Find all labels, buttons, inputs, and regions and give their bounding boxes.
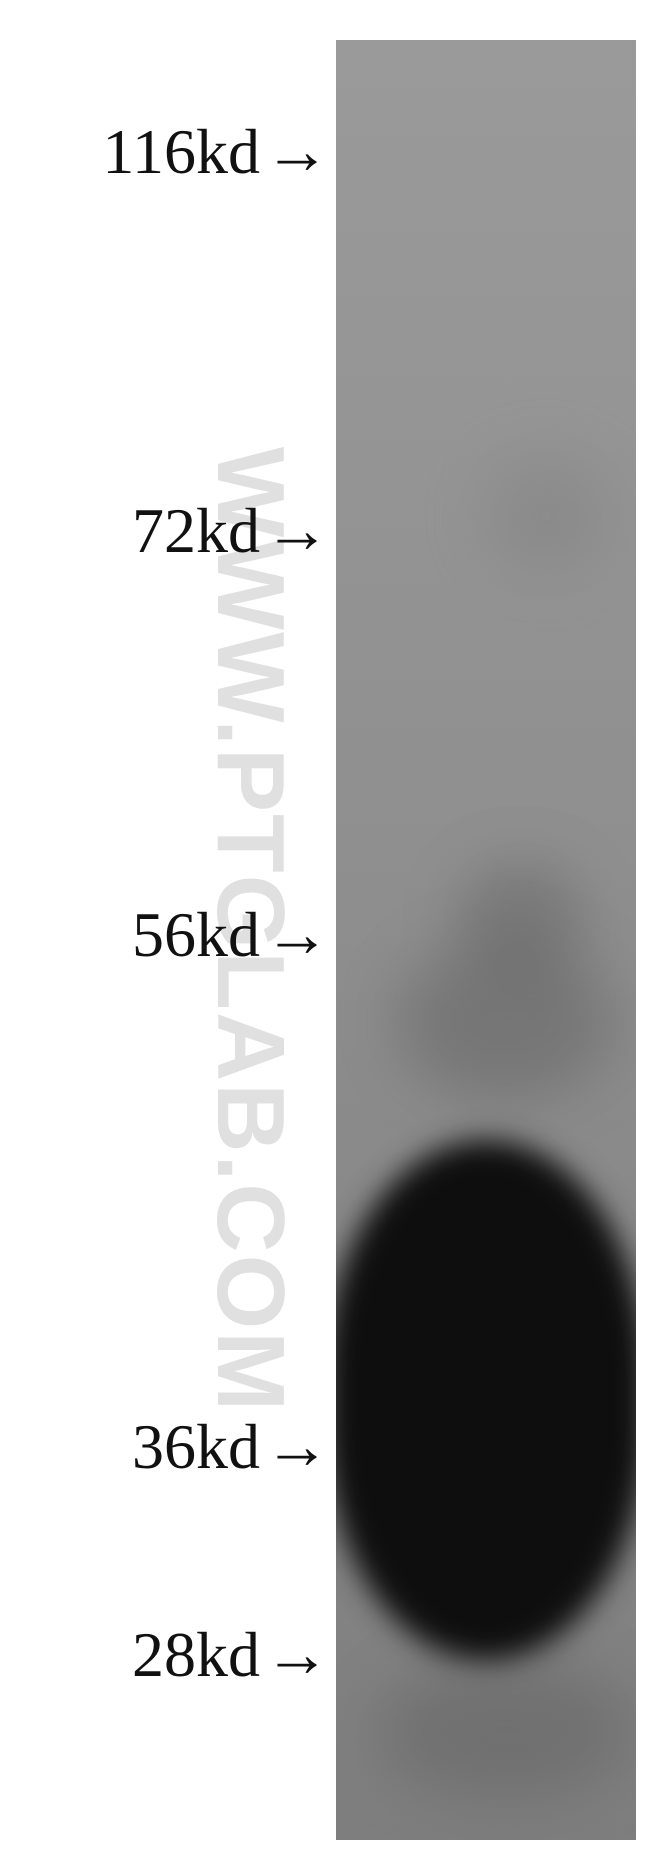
main-band <box>336 1140 636 1660</box>
mw-marker-row: 72kd→ <box>0 491 330 571</box>
blot-lane <box>336 40 636 1840</box>
arrow-right-icon: → <box>264 1414 330 1480</box>
arrow-right-icon: → <box>264 119 330 185</box>
mw-marker-row: 28kd→ <box>0 1615 330 1695</box>
arrow-right-icon: → <box>264 498 330 564</box>
mw-marker-row: 116kd→ <box>0 112 330 192</box>
mw-marker-row: 36kd→ <box>0 1407 330 1487</box>
mw-marker-label: 28kd <box>132 1623 260 1687</box>
blot-figure: WWW.PTGLAB.COM 116kd→72kd→56kd→36kd→28kd… <box>0 0 650 1855</box>
arrow-right-icon: → <box>264 902 330 968</box>
mw-marker-label: 56kd <box>132 903 260 967</box>
blot-smudge <box>376 1660 636 1800</box>
blot-smudge <box>486 460 606 570</box>
mw-marker-label: 72kd <box>132 499 260 563</box>
mw-marker-label: 36kd <box>132 1415 260 1479</box>
mw-marker-label: 116kd <box>102 120 260 184</box>
blot-smudge <box>396 940 616 1100</box>
arrow-right-icon: → <box>264 1622 330 1688</box>
mw-marker-row: 56kd→ <box>0 895 330 975</box>
